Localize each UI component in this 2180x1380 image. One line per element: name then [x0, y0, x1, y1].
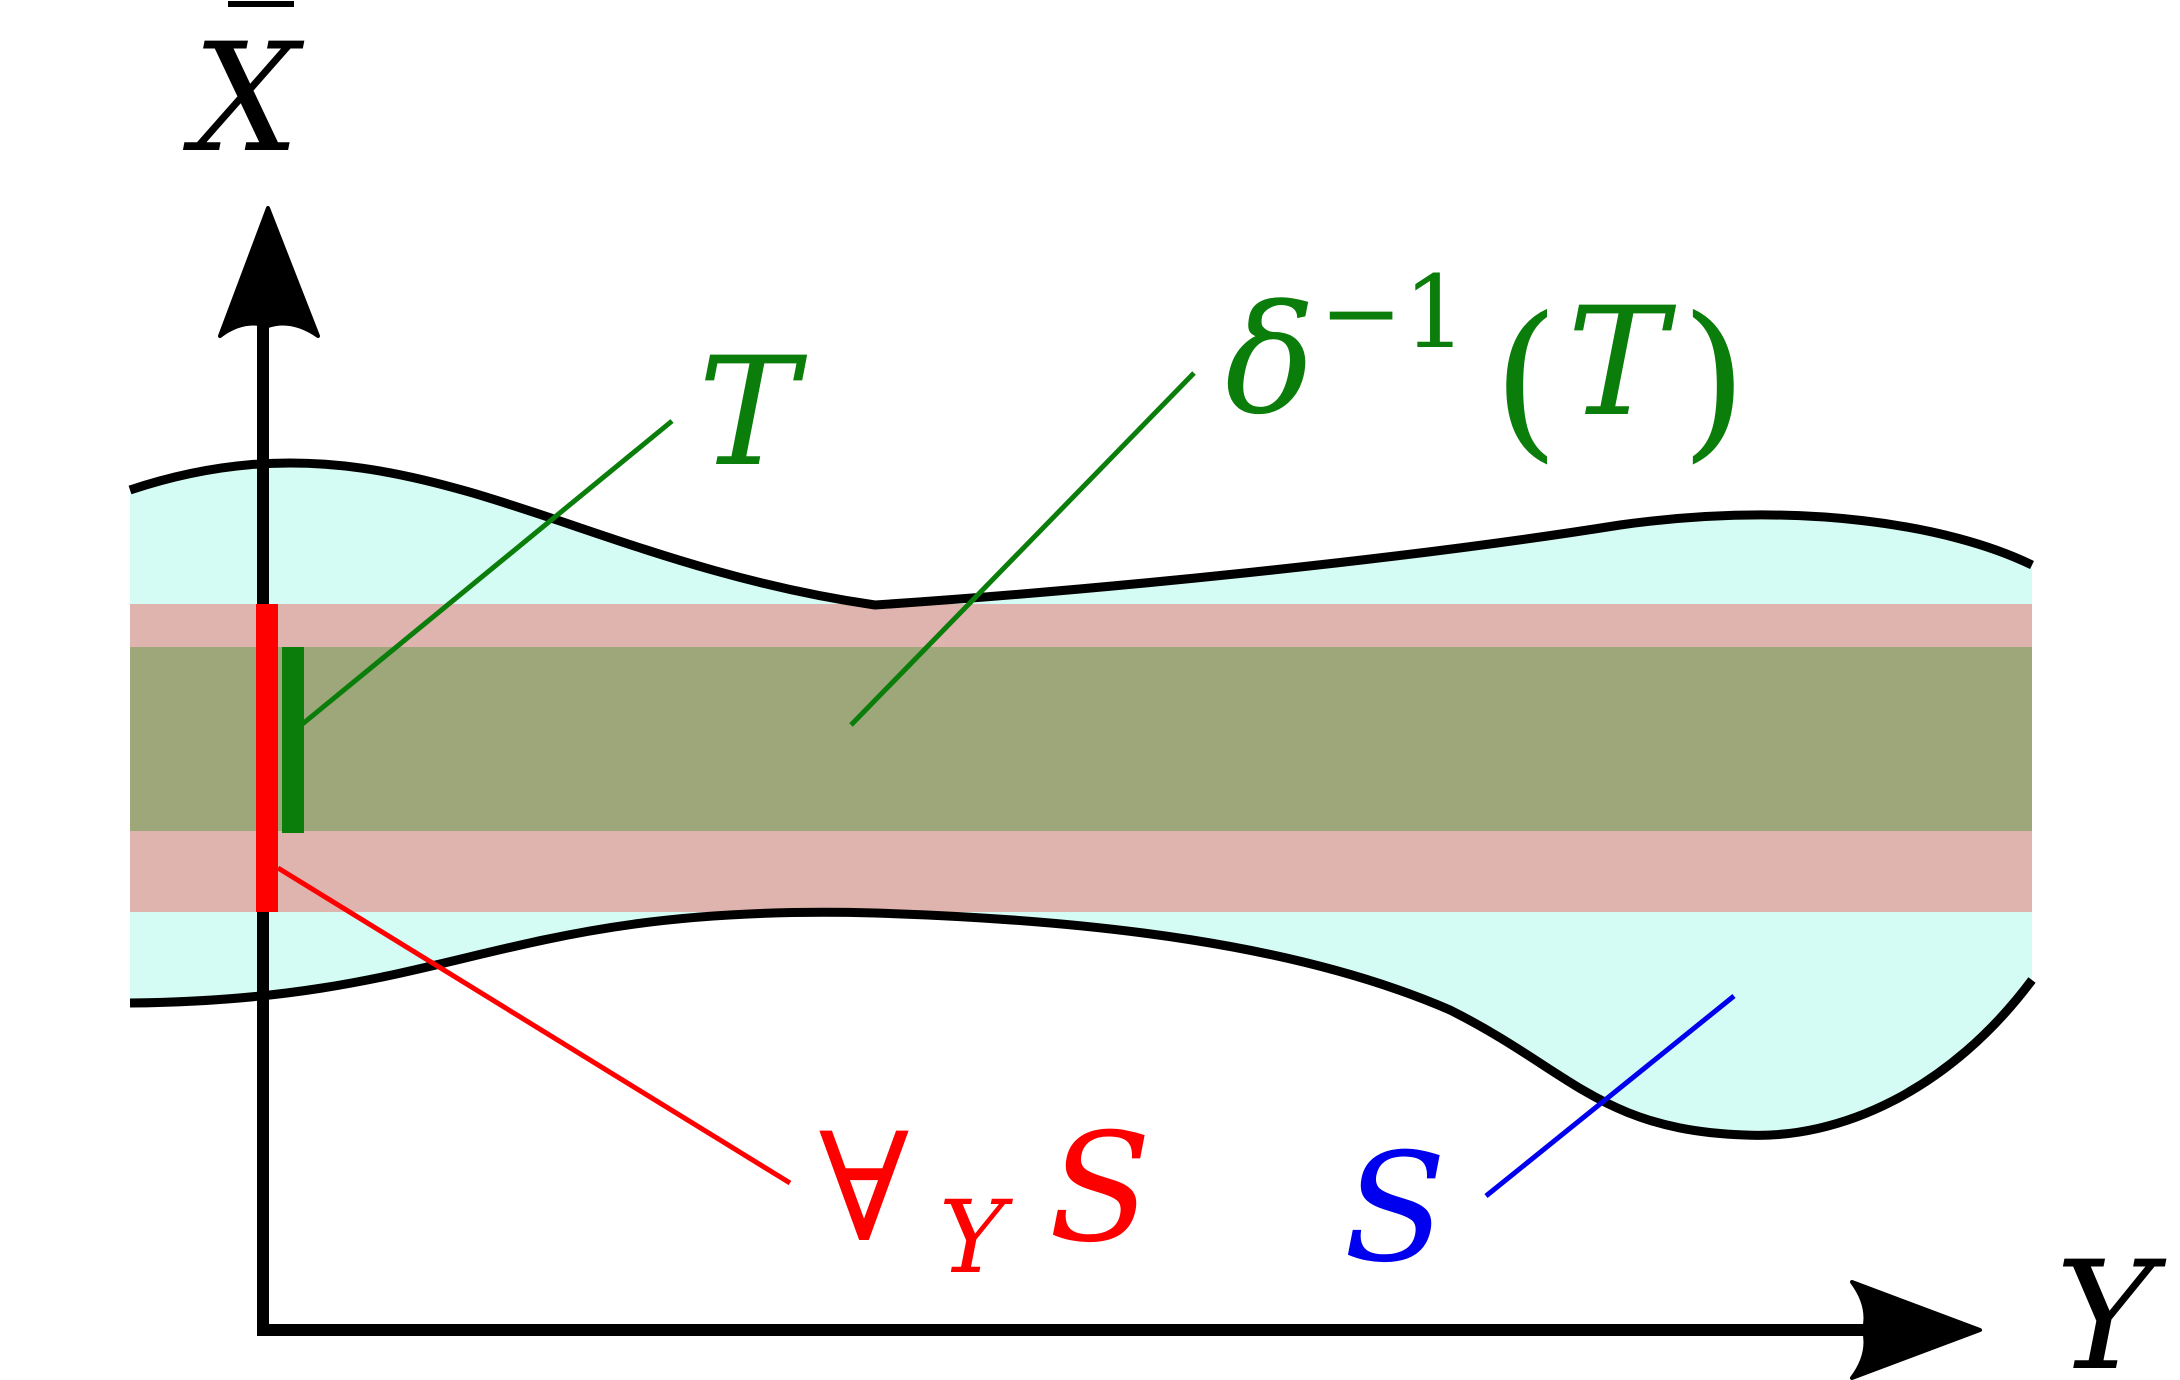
T-leader-line — [298, 419, 674, 728]
region-S-top-boundary — [128, 458, 2034, 610]
forall-Y-S-segment — [256, 604, 278, 912]
band-delta-inverse-T — [130, 647, 2032, 831]
S-leader-line — [1484, 994, 1736, 1198]
delta-symbol: δ — [1225, 274, 1315, 448]
T-segment — [282, 647, 304, 833]
region-S-bottom-boundary — [129, 907, 2036, 1140]
x-axis-arrowhead — [218, 206, 320, 338]
delta-inverse-T-label: δ −1 ( T ) — [1225, 254, 1747, 479]
delta-argument-T: T — [1567, 276, 1677, 450]
forall-Y-S-leader-line — [276, 865, 792, 1186]
x-axis-label-text: X — [183, 12, 305, 186]
forall-symbol: ∀ — [819, 1102, 910, 1276]
forall-S: S — [1049, 1102, 1152, 1276]
delta-open-paren: ( — [1493, 281, 1559, 479]
x-axis-label: X — [183, 1, 305, 186]
T-label: T — [698, 326, 808, 500]
forall-Y-S-label: ∀ Y S — [819, 1102, 1152, 1296]
y-axis-label: Y — [2055, 1230, 2166, 1380]
delta-close-paren: ) — [1681, 281, 1747, 479]
delta-exponent: −1 — [1319, 254, 1466, 371]
S-label: S — [1344, 1122, 1447, 1296]
y-axis-arrowhead — [1850, 1280, 1982, 1380]
delta-inverse-T-leader-line — [849, 371, 1196, 727]
forall-subscript-Y: Y — [939, 1179, 1013, 1296]
